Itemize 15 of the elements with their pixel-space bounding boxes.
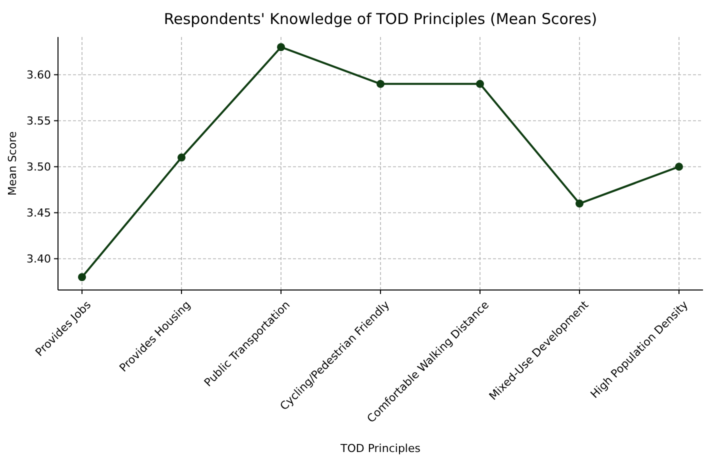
x-axis-title: TOD Principles	[340, 442, 421, 455]
y-tick-label: 3.50	[26, 160, 51, 174]
point	[675, 162, 683, 171]
y-tick-label: 3.55	[26, 114, 51, 128]
point	[78, 273, 86, 282]
point	[476, 80, 484, 88]
y-axis-title: Mean Score	[6, 131, 19, 196]
point	[178, 154, 186, 162]
chart-title: Respondents' Knowledge of TOD Principles (Mean Scores)	[164, 10, 598, 28]
y-tick-label: 3.60	[26, 68, 51, 82]
y-tick-label: 3.45	[26, 206, 51, 220]
point	[576, 200, 584, 208]
point	[277, 43, 285, 52]
y-tick-label: 3.40	[26, 252, 51, 266]
point	[376, 80, 384, 88]
